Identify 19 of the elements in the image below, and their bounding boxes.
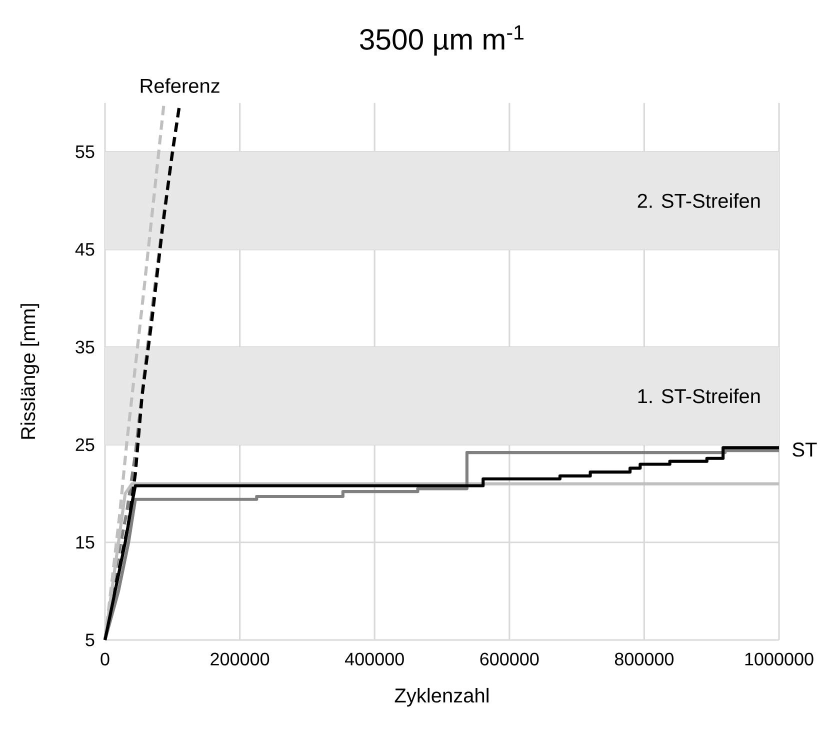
x-tick-label: 200000: [210, 652, 270, 666]
y-axis-title: Risslänge [mm]: [20, 304, 40, 439]
annotation: Referenz: [140, 78, 220, 93]
band-label: 2. ST-Streifen: [638, 193, 760, 208]
y-tick-label: 35: [76, 340, 94, 354]
annotation: ST: [792, 442, 817, 457]
y-tick-label: 25: [76, 438, 94, 452]
x-tick-label: 1000000: [745, 652, 814, 666]
x-tick-label: 800000: [614, 652, 674, 666]
x-tick-label: 400000: [344, 652, 404, 666]
chart-title: 3500 µm m$^{-1}$: [360, 25, 524, 56]
y-tick-label: 45: [75, 243, 94, 256]
y-tick-label: 55: [76, 146, 94, 158]
x-tick-label: 0: [100, 652, 110, 666]
x-axis-title: Zyklenzahl: [394, 688, 488, 707]
y-tick-label: 15: [76, 536, 94, 549]
x-tick-label: 600000: [480, 652, 539, 666]
y-tick-label: 5: [86, 634, 94, 646]
band-label: 1. ST-Streifen: [638, 388, 760, 404]
